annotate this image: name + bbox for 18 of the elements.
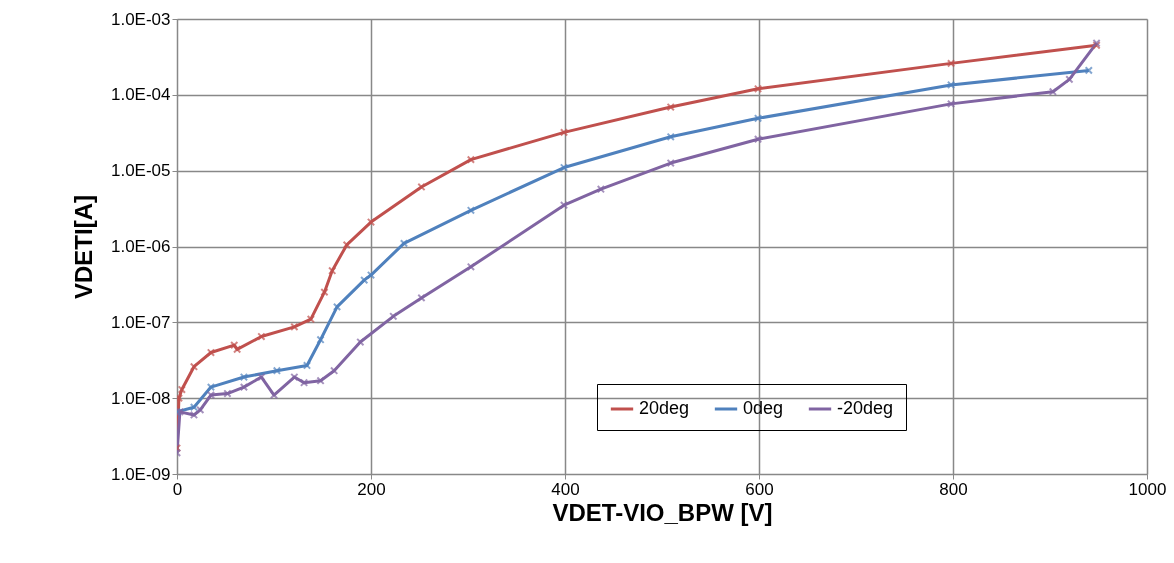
y-axis-title: VDETI[A] — [69, 195, 97, 299]
x-tick-label: 200 — [357, 479, 386, 499]
x-axis-title: VDET-VIO_BPW [V] — [552, 498, 773, 526]
x-tick-label: 1000 — [1128, 479, 1167, 499]
legend-label: 0deg — [743, 398, 784, 418]
y-tick-label: 1.0E-05 — [110, 161, 171, 181]
y-tick-label: 1.0E-09 — [110, 464, 171, 484]
y-tick-label: 1.0E-07 — [110, 312, 171, 332]
y-tick-label: 1.0E-04 — [110, 85, 171, 105]
x-tick-label: 800 — [939, 479, 968, 499]
y-tick-label: 1.0E-06 — [110, 237, 171, 256]
y-tick-label: 1.0E-08 — [110, 388, 171, 408]
legend-label: -20deg — [837, 398, 894, 418]
y-tick-label: 1.0E-03 — [110, 9, 171, 29]
x-tick-label: 400 — [551, 479, 580, 499]
legend-label: 20deg — [639, 398, 690, 418]
x-tick-label: 600 — [745, 479, 774, 499]
x-tick-label: 0 — [172, 479, 183, 499]
